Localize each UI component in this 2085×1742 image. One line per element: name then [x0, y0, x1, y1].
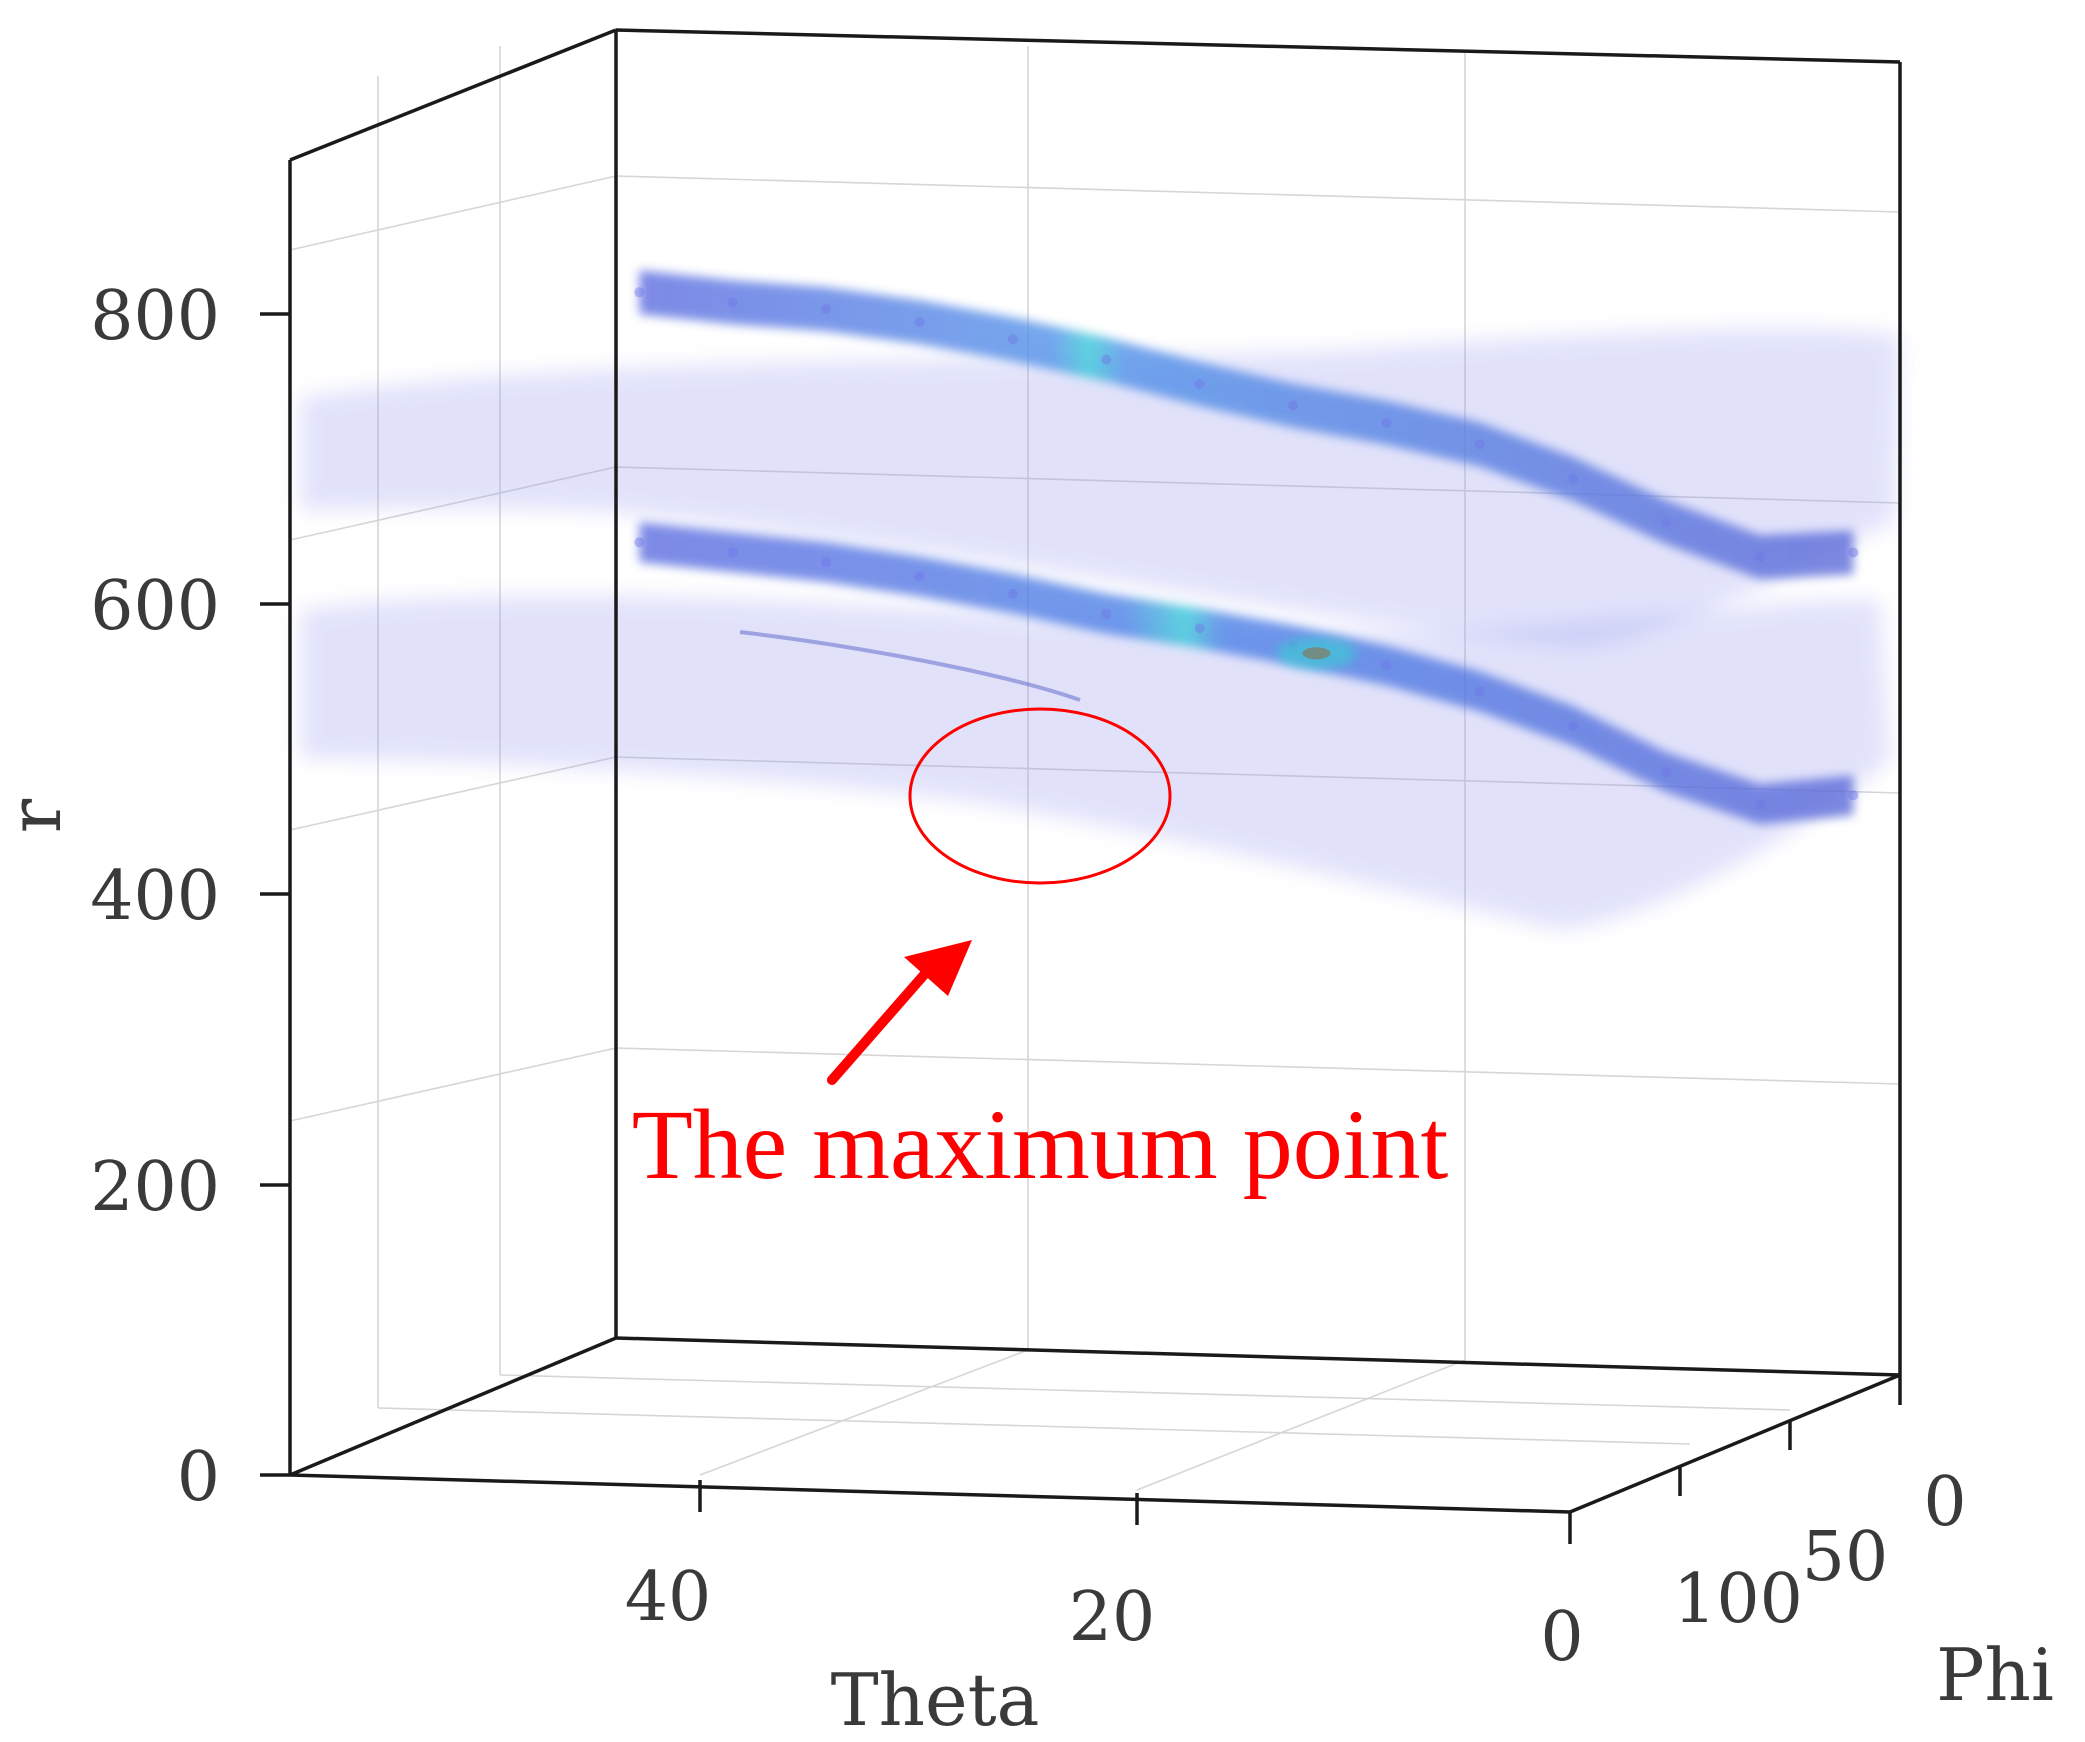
data-point-lower-4	[1007, 588, 1018, 599]
cluster-lower-dense	[639, 522, 1854, 825]
data-point-lower-1	[727, 547, 738, 558]
point-cloud	[300, 270, 1900, 930]
tick-marks	[260, 312, 1902, 1544]
data-point-upper-0	[634, 287, 645, 298]
phi-tick-50: 50	[1802, 1518, 1889, 1597]
data-point-upper-7	[1288, 400, 1298, 411]
data-point-upper-11	[1661, 517, 1672, 528]
data-point-lower-6	[1194, 623, 1205, 634]
axis-frame	[288, 28, 1902, 1514]
maximum-circle	[908, 707, 1172, 885]
data-point-upper-12	[1754, 552, 1765, 563]
data-point-upper-3	[914, 317, 925, 328]
r-tick-400: 400	[90, 857, 220, 936]
data-point-upper-6	[1194, 379, 1205, 389]
data-point-lower-11	[1661, 767, 1672, 778]
theta-tick-40: 40	[625, 1558, 712, 1637]
data-point-lower-3	[914, 571, 925, 582]
upper-band-haze	[300, 328, 1900, 648]
phi-tick-0: 0	[1923, 1463, 1966, 1542]
theta-tick-20: 20	[1069, 1578, 1156, 1657]
data-point-upper-1	[727, 297, 738, 308]
data-point-upper-5	[1101, 354, 1112, 365]
theta-axis-title: Theta	[831, 1658, 1040, 1742]
maximum-annotation: The maximum point	[632, 707, 1449, 1200]
data-point-upper-10	[1568, 474, 1579, 484]
data-point-lower-2	[821, 557, 832, 568]
r-tick-600: 600	[90, 567, 220, 646]
cluster-upper-dense	[639, 270, 1854, 580]
r-tick-800: 800	[90, 277, 220, 356]
maximum-point-glow	[1276, 637, 1357, 670]
theta-tick-0: 0	[1540, 1598, 1583, 1677]
phi-tick-100: 100	[1673, 1560, 1803, 1639]
data-point-upper-13	[1848, 547, 1859, 558]
r-axis-title: r	[0, 798, 77, 833]
theta-tick-labels: 40 20 0	[625, 1558, 1584, 1677]
data-point-lower-5	[1101, 608, 1112, 619]
r-tick-0: 0	[177, 1438, 220, 1517]
data-point-upper-4	[1007, 334, 1018, 345]
data-point-upper-8	[1381, 417, 1392, 428]
r-tick-labels: 0 200 400 600 800	[90, 277, 220, 1517]
data-point-lower-0	[634, 537, 645, 548]
annotation-arrow-head	[904, 940, 972, 996]
data-point-lower-13	[1848, 790, 1859, 801]
data-point-lower-10	[1568, 721, 1579, 732]
phi-tick-labels: 0 50 100	[1673, 1463, 1967, 1639]
annotation-arrow-shaft	[827, 963, 935, 1085]
annotation-text: The maximum point	[632, 1089, 1449, 1200]
data-point-lower-9	[1474, 686, 1485, 697]
data-point-upper-9	[1474, 439, 1485, 450]
data-point-upper-2	[821, 304, 832, 315]
band-streak	[739, 630, 1081, 702]
data-point-lower-8	[1381, 660, 1392, 671]
data-point-lower-12	[1754, 799, 1765, 810]
phi-axis-title: Phi	[1936, 1633, 2054, 1717]
r-tick-200: 200	[90, 1148, 220, 1227]
